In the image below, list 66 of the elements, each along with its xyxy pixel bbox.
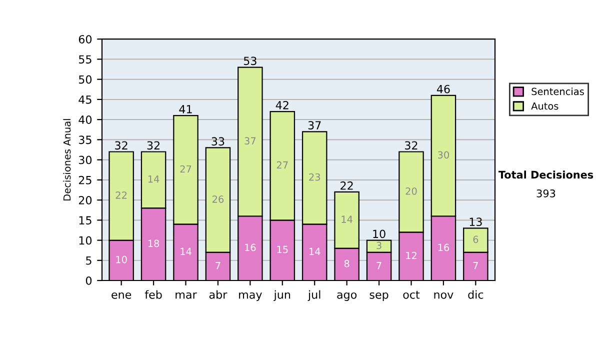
total-label: 10: [373, 230, 386, 238]
data-label: 14: [342, 216, 352, 223]
y-tick-label: 30: [78, 156, 92, 164]
data-label: 7: [216, 262, 220, 270]
x-tick-label: ene: [112, 292, 132, 299]
data-label: 7: [376, 262, 382, 270]
data-label: 14: [180, 248, 192, 256]
text: Total Decisiones: [498, 170, 594, 179]
total-label: 42: [276, 100, 288, 110]
x-tick-label: ago: [337, 292, 357, 301]
total-label: 37: [308, 121, 321, 130]
data-label: 10: [116, 256, 127, 264]
y-tick-label: 55: [78, 55, 92, 64]
data-label: 20: [406, 187, 417, 195]
data-label: 18: [148, 240, 160, 248]
data-label: 14: [148, 176, 160, 183]
total-label: 32: [115, 141, 128, 150]
x-tick-label: may: [239, 292, 262, 301]
total-label: 32: [147, 141, 160, 150]
y-tick-label: 45: [78, 96, 92, 104]
x-tick-label: nov: [434, 292, 454, 299]
y-tick-label: 0: [86, 276, 92, 285]
x-tick-label: sep: [370, 292, 388, 301]
legend-label: Autos: [531, 102, 558, 110]
y-tick-label: 20: [78, 196, 92, 204]
y-tick-label: 5: [86, 256, 92, 265]
data-label: 6: [473, 236, 478, 244]
data-label: 30: [438, 151, 449, 159]
data-label: 27: [180, 165, 192, 173]
data-label: 15: [277, 246, 288, 254]
data-label: 22: [116, 191, 127, 199]
y-tick-label: 25: [78, 176, 92, 184]
legend-label: Sentencias: [532, 88, 584, 96]
y-tick-label: 50: [78, 75, 92, 84]
data-label: 16: [438, 244, 450, 252]
y-tick-label: 15: [79, 216, 92, 225]
y-tick-label: 40: [78, 116, 92, 124]
x-tick-label: jul: [308, 290, 320, 301]
x-tick-label: oct: [403, 290, 420, 299]
x-tick-label: jun: [274, 290, 290, 301]
x-tick-label: feb: [144, 290, 162, 299]
total-label: 41: [179, 105, 192, 114]
y-axis-title: Decisiones Anual: [63, 119, 71, 200]
data-label: 12: [406, 252, 416, 260]
total-label: 33: [212, 137, 224, 146]
data-label: 16: [245, 244, 256, 252]
total-label: 53: [244, 56, 256, 66]
y-tick-label: 60: [78, 35, 92, 44]
x-tick-label: mar: [176, 292, 197, 299]
data-label: 14: [309, 248, 320, 256]
data-label: 7: [473, 262, 478, 270]
y-tick-label: 10: [79, 236, 92, 245]
data-label: 37: [244, 137, 256, 145]
data-label: 26: [212, 196, 224, 203]
data-label: 23: [309, 173, 320, 181]
text: 393: [536, 189, 556, 198]
total-label: 13: [470, 218, 482, 226]
data-label: 3: [376, 242, 382, 250]
total-label: 46: [436, 84, 450, 94]
y-tick-label: 35: [78, 136, 92, 144]
data-label: 8: [344, 260, 350, 268]
total-label: 22: [340, 181, 353, 190]
x-tick-label: abr: [209, 290, 228, 299]
data-label: 27: [276, 161, 288, 169]
total-label: 32: [405, 141, 418, 150]
x-tick-label: dic: [468, 290, 484, 299]
